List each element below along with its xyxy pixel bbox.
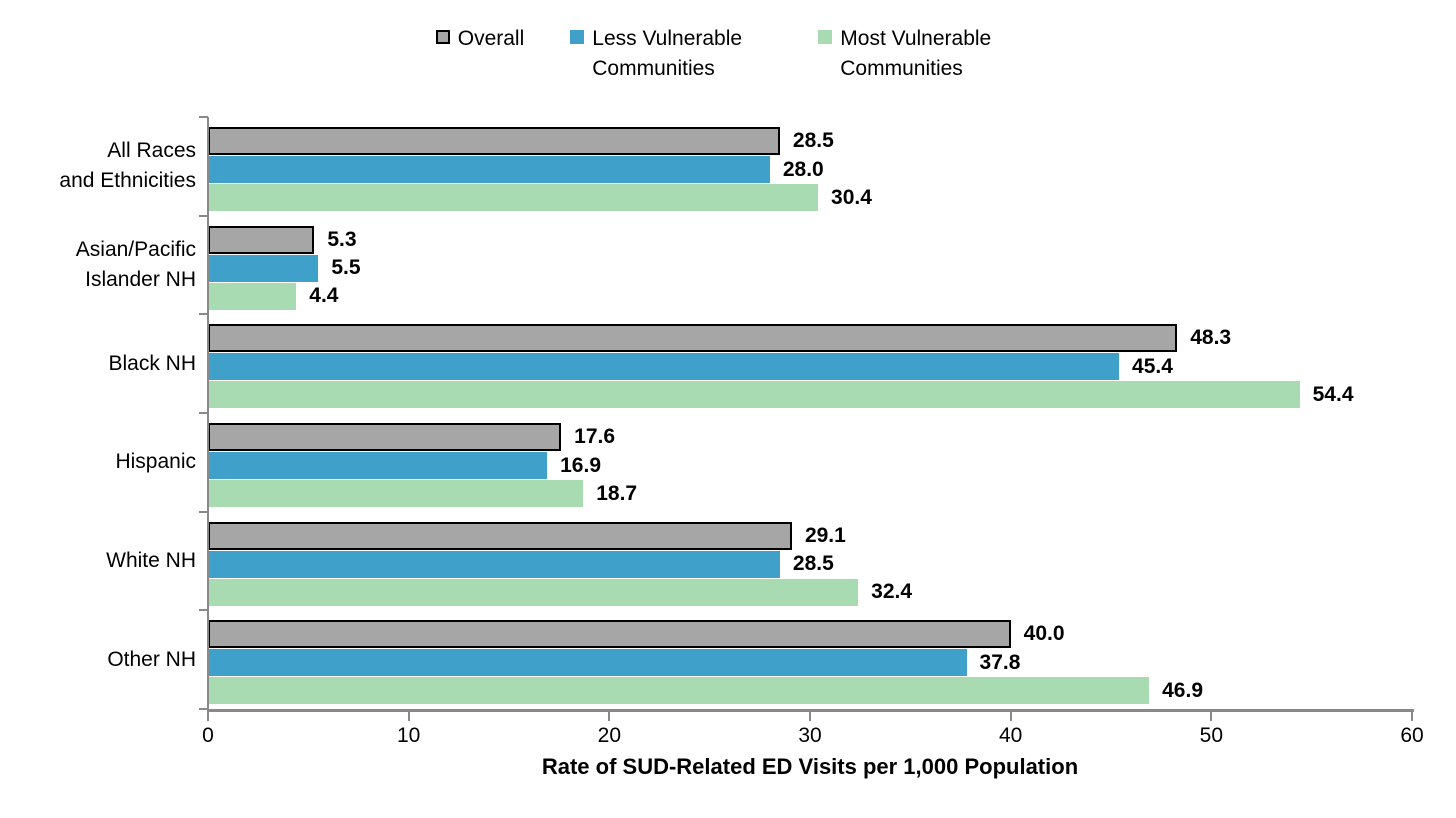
chart-legend: Overall Less Vulnerable Communities Most… xyxy=(0,24,1456,84)
category-label: All Races and Ethnicities xyxy=(0,136,196,196)
bar-most-vulnerable-communities xyxy=(208,578,859,606)
legend-label-overall: Overall xyxy=(457,27,525,50)
legend-label-less-vulnerable: Less Vulnerable Communities xyxy=(592,27,743,80)
bar-value-label: 54.4 xyxy=(1312,382,1354,406)
x-axis-tick xyxy=(1411,712,1413,721)
bar-less-vulnerable-communities xyxy=(208,254,319,282)
bar-less-vulnerable-communities xyxy=(208,156,770,183)
category-label-line: White NH xyxy=(106,549,196,572)
bar-value-label: 28.0 xyxy=(782,157,824,181)
category-label: White NH xyxy=(0,546,196,576)
category-label: Asian/Pacific Islander NH xyxy=(0,235,196,295)
y-axis-tick xyxy=(199,116,208,118)
bar-less-vulnerable-communities xyxy=(208,353,1120,381)
bar-value-label: 17.6 xyxy=(574,425,616,448)
bar-overall xyxy=(208,620,1011,649)
bar-less-vulnerable-communities xyxy=(208,649,967,677)
category-label-line: Black NH xyxy=(108,351,196,375)
bar-value-label: 18.7 xyxy=(596,481,638,505)
bar-overall xyxy=(208,324,1178,353)
legend-swatch-overall xyxy=(435,30,450,44)
bar-value-label: 30.4 xyxy=(831,185,872,209)
bar-value-label: 48.3 xyxy=(1190,326,1232,350)
category-label: Black NH xyxy=(0,349,196,379)
category-label-line: Asian/Pacific xyxy=(75,238,196,261)
bar-overall xyxy=(208,423,562,451)
bar-value-label: 28.5 xyxy=(792,129,834,152)
category-label-line: Hispanic xyxy=(115,450,196,474)
x-tick-label: 0 xyxy=(202,724,214,747)
bar-value-label: 46.9 xyxy=(1162,678,1203,702)
bar-value-label: 32.4 xyxy=(871,580,913,604)
x-axis-title: Rate of SUD-Related ED Visits per 1,000 … xyxy=(541,754,1079,779)
category-label: Other NH xyxy=(0,645,196,675)
bar-value-label: 28.5 xyxy=(792,552,834,576)
x-tick-label: 50 xyxy=(1199,724,1223,747)
bar-overall xyxy=(208,225,315,254)
bar-value-label: 40.0 xyxy=(1023,622,1065,646)
legend-item-most-vulnerable: Most Vulnerable Communities xyxy=(818,24,1020,84)
y-axis-tick xyxy=(199,708,208,710)
bar-value-label: 29.1 xyxy=(804,523,846,547)
x-tick-label: 60 xyxy=(1400,724,1424,747)
y-axis-tick xyxy=(199,510,208,513)
x-axis-tick xyxy=(608,712,611,721)
legend-swatch-most-vulnerable xyxy=(818,30,833,44)
bar-most-vulnerable-communities xyxy=(208,480,584,507)
x-axis-tick xyxy=(407,712,410,721)
legend-item-less-vulnerable: Less Vulnerable Communities xyxy=(570,24,772,84)
bar-most-vulnerable-communities xyxy=(208,381,1300,409)
x-tick-label: 10 xyxy=(396,724,421,747)
x-axis-tick xyxy=(1009,712,1012,721)
bar-value-label: 5.5 xyxy=(331,256,361,280)
y-axis-tick xyxy=(199,412,208,414)
y-axis-line xyxy=(207,117,209,709)
category-label-line: All Races xyxy=(107,139,196,163)
bar-value-label: 37.8 xyxy=(979,650,1021,674)
y-axis-tick xyxy=(199,313,208,316)
category-label-line: Islander NH xyxy=(85,268,196,291)
x-tick-label: 30 xyxy=(798,724,822,747)
bar-overall xyxy=(208,127,780,155)
bar-most-vulnerable-communities xyxy=(208,282,297,310)
bar-most-vulnerable-communities xyxy=(208,677,1150,705)
x-axis-tick xyxy=(1210,712,1213,721)
x-axis-tick xyxy=(809,712,811,721)
y-axis-tick xyxy=(199,214,208,217)
bar-value-label: 5.3 xyxy=(327,227,357,251)
category-label: Hispanic xyxy=(0,447,196,477)
y-axis-tick xyxy=(199,609,208,612)
x-tick-label: 20 xyxy=(597,724,621,747)
legend-item-overall: Overall xyxy=(435,24,525,84)
category-label-line: Other NH xyxy=(107,647,196,671)
bar-most-vulnerable-communities xyxy=(208,184,819,211)
bar-overall xyxy=(208,521,792,550)
x-tick-label: 40 xyxy=(998,724,1023,747)
legend-label-most-vulnerable: Most Vulnerable Communities xyxy=(840,27,992,80)
bar-value-label: 45.4 xyxy=(1132,354,1173,378)
bar-value-label: 4.4 xyxy=(309,284,339,308)
bar-less-vulnerable-communities xyxy=(208,452,548,479)
bar-less-vulnerable-communities xyxy=(208,550,780,578)
bar-value-label: 16.9 xyxy=(560,453,601,477)
x-axis-tick xyxy=(207,712,209,721)
x-axis-line xyxy=(207,709,1414,712)
category-label-line: and Ethnicities xyxy=(59,169,196,193)
legend-swatch-less-vulnerable xyxy=(570,30,585,44)
